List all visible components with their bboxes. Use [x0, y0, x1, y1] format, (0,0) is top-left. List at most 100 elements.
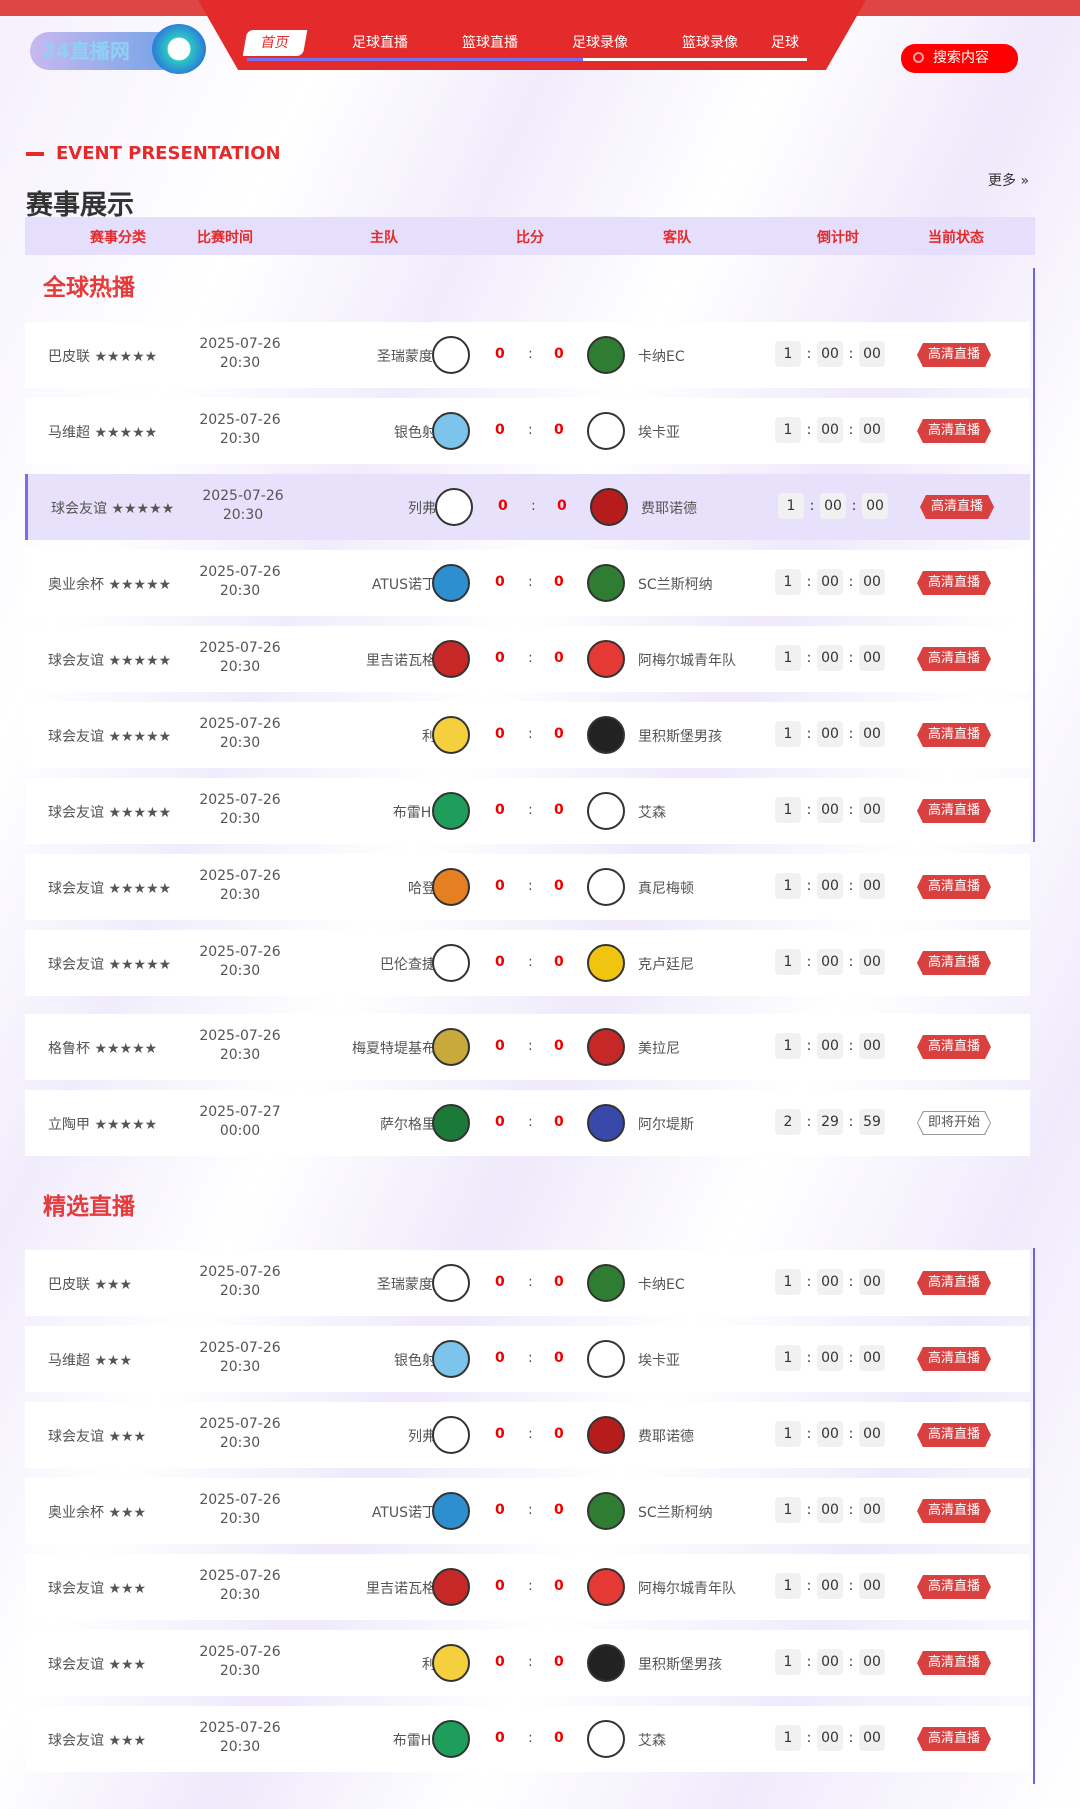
away-team[interactable]: 里积斯堡男孩 — [638, 1657, 722, 1673]
away-team[interactable]: 克卢廷尼 — [638, 957, 694, 973]
table-row[interactable]: 巴皮联 ★★★★★ 2025-07-26 20:30 圣瑞蒙度PA 0:0 卡纳EC 1:0… — [25, 322, 1030, 388]
status-button[interactable]: 高清直播 — [917, 799, 991, 823]
nav-football-live[interactable]: 足球直播 — [352, 35, 408, 51]
nav-basketball-live[interactable]: 篮球直播 — [462, 35, 518, 51]
status-button[interactable]: 高清直播 — [917, 723, 991, 747]
search-button[interactable]: 搜索内容 — [901, 44, 1018, 73]
status-button[interactable]: 即将开始 — [917, 1111, 991, 1135]
table-row[interactable]: 球会友谊 ★★★ 2025-07-26 20:30 列弗宁 0:0 费耶诺德 1:00:00… — [25, 1402, 1030, 1468]
status-button[interactable]: 高清直播 — [917, 571, 991, 595]
table-row[interactable]: 球会友谊 ★★★★★ 2025-07-26 20:30 哈登堡 0:0 真尼梅顿 1:00:… — [25, 854, 1030, 920]
countdown-sep: : — [806, 574, 812, 590]
countdown: 1:00:00 — [775, 569, 885, 595]
away-team[interactable]: 费耶诺德 — [641, 501, 697, 517]
countdown: 1:00:00 — [775, 797, 885, 823]
away-score: 0 — [554, 1578, 564, 1594]
home-team[interactable]: 圣瑞蒙度PA — [376, 1277, 450, 1293]
away-team[interactable]: 阿梅尔城青年队 — [638, 1581, 736, 1597]
table-row[interactable]: 奥业余杯 ★★★★★ 2025-07-26 20:30 ATUS诺丁汉 0: 0 SC兰斯柯… — [25, 550, 1030, 616]
countdown-minutes: 00 — [817, 873, 843, 899]
home-score: 0 — [495, 1730, 505, 1746]
table-row[interactable]: 球会友谊 ★★★★★ 2025-07-26 20:30 里吉诺瓦格斯 0: 0 阿梅尔城青年… — [25, 626, 1030, 692]
status-button[interactable]: 高清直播 — [917, 1035, 991, 1059]
table-row[interactable]: 奥业余杯 ★★★ 2025-07-26 20:30 ATUS诺丁汉 0: 0 SC兰斯柯纳 1… — [25, 1478, 1030, 1544]
countdown-sep: : — [806, 1274, 812, 1290]
countdown-seconds: 00 — [859, 1497, 885, 1523]
status-button[interactable]: 高清直播 — [917, 875, 991, 899]
countdown-hours: 1 — [775, 949, 801, 975]
countdown: 1:00:00 — [775, 645, 885, 671]
table-row[interactable]: 球会友谊 ★★★★★ 2025-07-26 20:30 巴伦查捷特 0:0 克卢廷尼 1:0… — [25, 930, 1030, 996]
nav-football[interactable]: 足球 — [771, 35, 799, 51]
home-team[interactable]: 里吉诺瓦格斯 — [366, 653, 450, 669]
site-logo[interactable]: 24直播网 — [30, 32, 180, 70]
away-team-logo-icon — [587, 868, 625, 906]
page-title: 赛事展示 — [26, 190, 134, 221]
away-team[interactable]: 卡纳EC — [638, 1277, 685, 1293]
match-date: 2025-07-26 — [199, 1720, 281, 1736]
countdown-sep: : — [806, 1502, 812, 1518]
away-team[interactable]: SC兰斯柯纳 — [638, 1505, 713, 1521]
home-team[interactable]: 圣瑞蒙度PA — [376, 349, 450, 365]
status-button[interactable]: 高清直播 — [917, 1499, 991, 1523]
table-row[interactable]: 球会友谊 ★★★ 2025-07-26 20:30 里吉诺瓦格斯 0: 0 阿梅尔城青年队 1… — [25, 1554, 1030, 1620]
away-team[interactable]: 埃卡亚 — [638, 425, 680, 441]
table-row[interactable]: 马维超 ★★★ 2025-07-26 20:30 银色射手 0:0 埃卡亚 1:00:00 高… — [25, 1326, 1030, 1392]
home-team[interactable]: 梅夏特堤基布利 — [352, 1041, 450, 1057]
table-row[interactable]: 巴皮联 ★★★ 2025-07-26 20:30 圣瑞蒙度PA 0:0 卡纳EC 1:00:… — [25, 1250, 1030, 1316]
match-date: 2025-07-26 — [199, 868, 281, 884]
away-team[interactable]: 埃卡亚 — [638, 1353, 680, 1369]
table-row[interactable]: 格鲁杯 ★★★★★ 2025-07-26 20:30 梅夏特堤基布利 0:0 美拉尼 1:0… — [25, 1014, 1030, 1080]
table-row[interactable]: 球会友谊 ★★★★★ 2025-07-26 20:30 布雷HSC 0:0 艾森 1:00:… — [25, 778, 1030, 844]
nav-basketball-replay[interactable]: 篮球录像 — [682, 35, 738, 51]
status-button[interactable]: 高清直播 — [920, 495, 994, 519]
away-team[interactable]: 艾森 — [638, 805, 666, 821]
score-colon: : — [528, 1654, 533, 1670]
away-team[interactable]: 阿梅尔城青年队 — [638, 653, 736, 669]
countdown-sep: : — [848, 1654, 854, 1670]
countdown-seconds: 00 — [859, 1033, 885, 1059]
status-button[interactable]: 高清直播 — [917, 1423, 991, 1447]
countdown-minutes: 00 — [817, 1725, 843, 1751]
table-row[interactable]: 立陶甲 ★★★★★ 2025-07-27 00:00 萨尔格里斯 0:0 阿尔堤斯 2:29… — [25, 1090, 1030, 1156]
table-row[interactable]: 球会友谊 ★★★★★2025-07-2620:30利斯0:0里积斯堡男孩1:00… — [25, 702, 1030, 768]
away-team[interactable]: 卡纳EC — [638, 349, 685, 365]
countdown-seconds: 00 — [859, 1421, 885, 1447]
away-team[interactable]: 真尼梅顿 — [638, 881, 694, 897]
home-score: 0 — [498, 498, 508, 514]
table-row[interactable]: 球会友谊 ★★★★★ 2025-07-26 20:30 列弗宁 0:0 费耶诺德 1:00:… — [25, 474, 1030, 540]
status-button[interactable]: 高清直播 — [917, 647, 991, 671]
status-button[interactable]: 高清直播 — [917, 1651, 991, 1675]
home-team[interactable]: 里吉诺瓦格斯 — [366, 1581, 450, 1597]
category: 球会友谊 ★★★★★ — [48, 957, 172, 973]
status-button[interactable]: 高清直播 — [917, 1575, 991, 1599]
home-team[interactable]: ATUS诺丁汉 — [371, 1505, 450, 1521]
away-team[interactable]: 艾森 — [638, 1733, 666, 1749]
away-team[interactable]: SC兰斯柯纳 — [638, 577, 713, 593]
status-button[interactable]: 高清直播 — [917, 343, 991, 367]
away-team[interactable]: 阿尔堤斯 — [638, 1117, 694, 1133]
match-time: 2025-07-26 20:30 — [188, 487, 298, 525]
match-time: 2025-07-26 20:30 — [185, 1643, 295, 1681]
away-score: 0 — [554, 650, 564, 666]
countdown-hours: 2 — [775, 1109, 801, 1135]
table-row[interactable]: 球会友谊 ★★★2025-07-2620:30利斯0:0里积斯堡男孩1:00:0… — [25, 1630, 1030, 1696]
status-button[interactable]: 高清直播 — [917, 419, 991, 443]
countdown-sep: : — [848, 574, 854, 590]
nav-home[interactable]: 首页 — [242, 30, 308, 56]
category: 巴皮联 ★★★ — [48, 1277, 133, 1293]
away-team[interactable]: 美拉尼 — [638, 1041, 680, 1057]
away-team[interactable]: 费耶诺德 — [638, 1429, 694, 1445]
status-button[interactable]: 高清直播 — [917, 1727, 991, 1751]
status-button[interactable]: 高清直播 — [917, 1347, 991, 1371]
nav-football-replay[interactable]: 足球录像 — [572, 35, 628, 51]
more-link[interactable]: 更多 » — [988, 173, 1030, 189]
status-button[interactable]: 高清直播 — [917, 951, 991, 975]
table-row[interactable]: 球会友谊 ★★★ 2025-07-26 20:30 布雷HSC 0:0 艾森 1:00:00… — [25, 1706, 1030, 1772]
away-team[interactable]: 里积斯堡男孩 — [638, 729, 722, 745]
home-team[interactable]: ATUS诺丁汉 — [371, 577, 450, 593]
countdown-minutes: 00 — [817, 1345, 843, 1371]
table-row[interactable]: 马维超 ★★★★★ 2025-07-26 20:30 银色射手 0:0 埃卡亚 1:00:0… — [25, 398, 1030, 464]
status-button[interactable]: 高清直播 — [917, 1271, 991, 1295]
home-score: 0 — [495, 1114, 505, 1130]
